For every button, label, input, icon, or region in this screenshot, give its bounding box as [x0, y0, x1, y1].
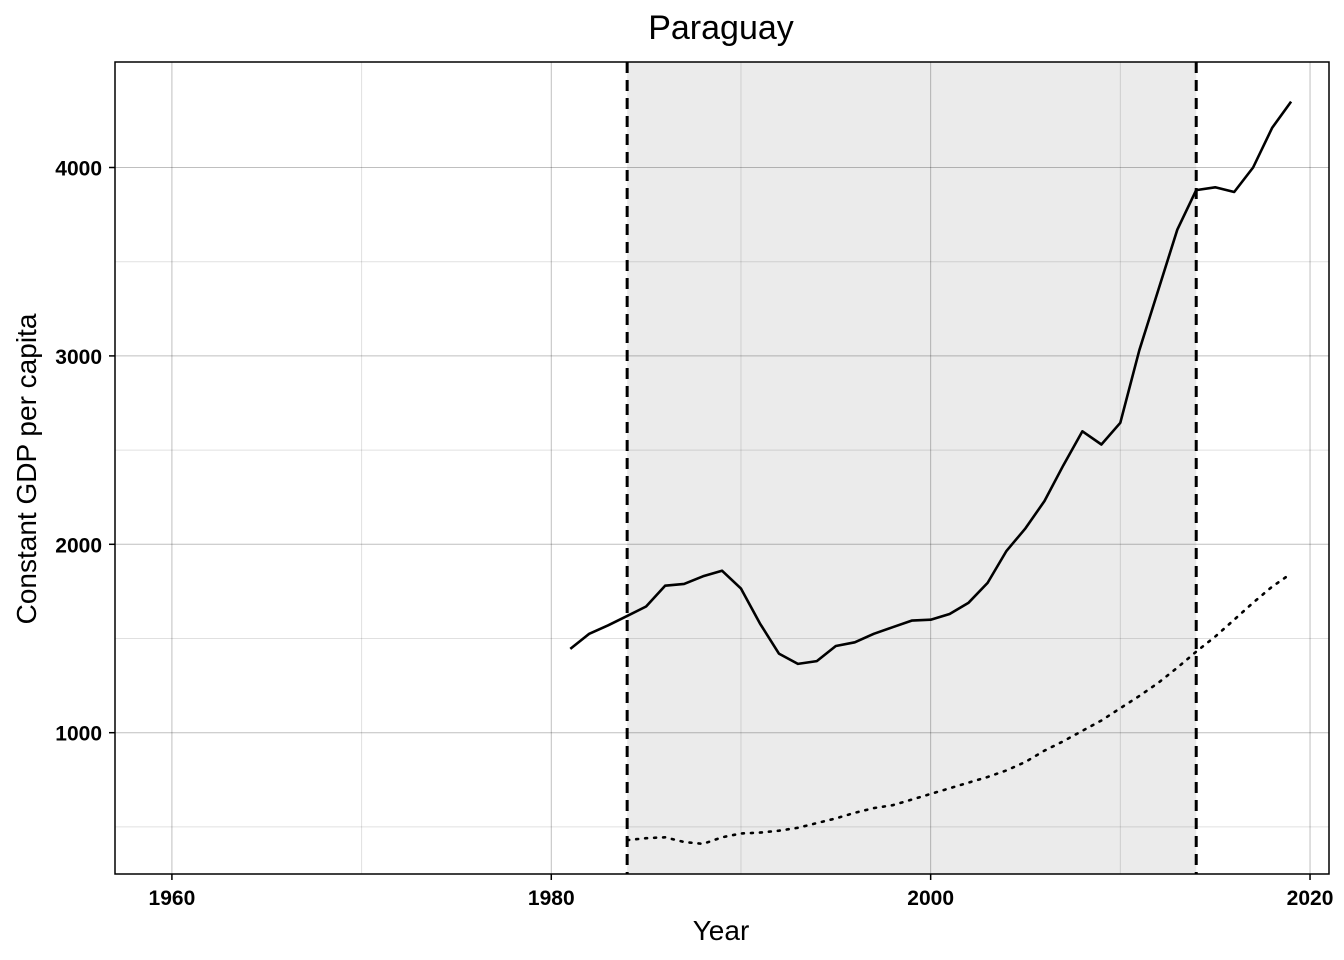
- y-tick-label: 3000: [55, 346, 102, 369]
- x-tick-label: 1980: [528, 887, 575, 910]
- y-tick-label: 4000: [55, 158, 102, 181]
- x-tick-label: 2000: [907, 887, 954, 910]
- plot-area: 1960 1980 2000 2020 1000 2000 3000 4000: [55, 61, 1334, 910]
- plot-border: [114, 61, 1330, 875]
- y-tick-label: 2000: [55, 534, 102, 557]
- dotted-series-line: [625, 572, 1293, 846]
- x-tick-label: 1960: [149, 887, 196, 910]
- shaded-region: [627, 62, 1197, 874]
- x-tick-label: 2020: [1287, 887, 1334, 910]
- y-axis-title: Constant GDP per capita: [11, 313, 42, 624]
- x-axis-title: Year: [693, 915, 750, 946]
- solid-series-line: [569, 100, 1293, 666]
- chart-title: Paraguay: [648, 9, 794, 47]
- y-tick-label: 1000: [55, 723, 102, 746]
